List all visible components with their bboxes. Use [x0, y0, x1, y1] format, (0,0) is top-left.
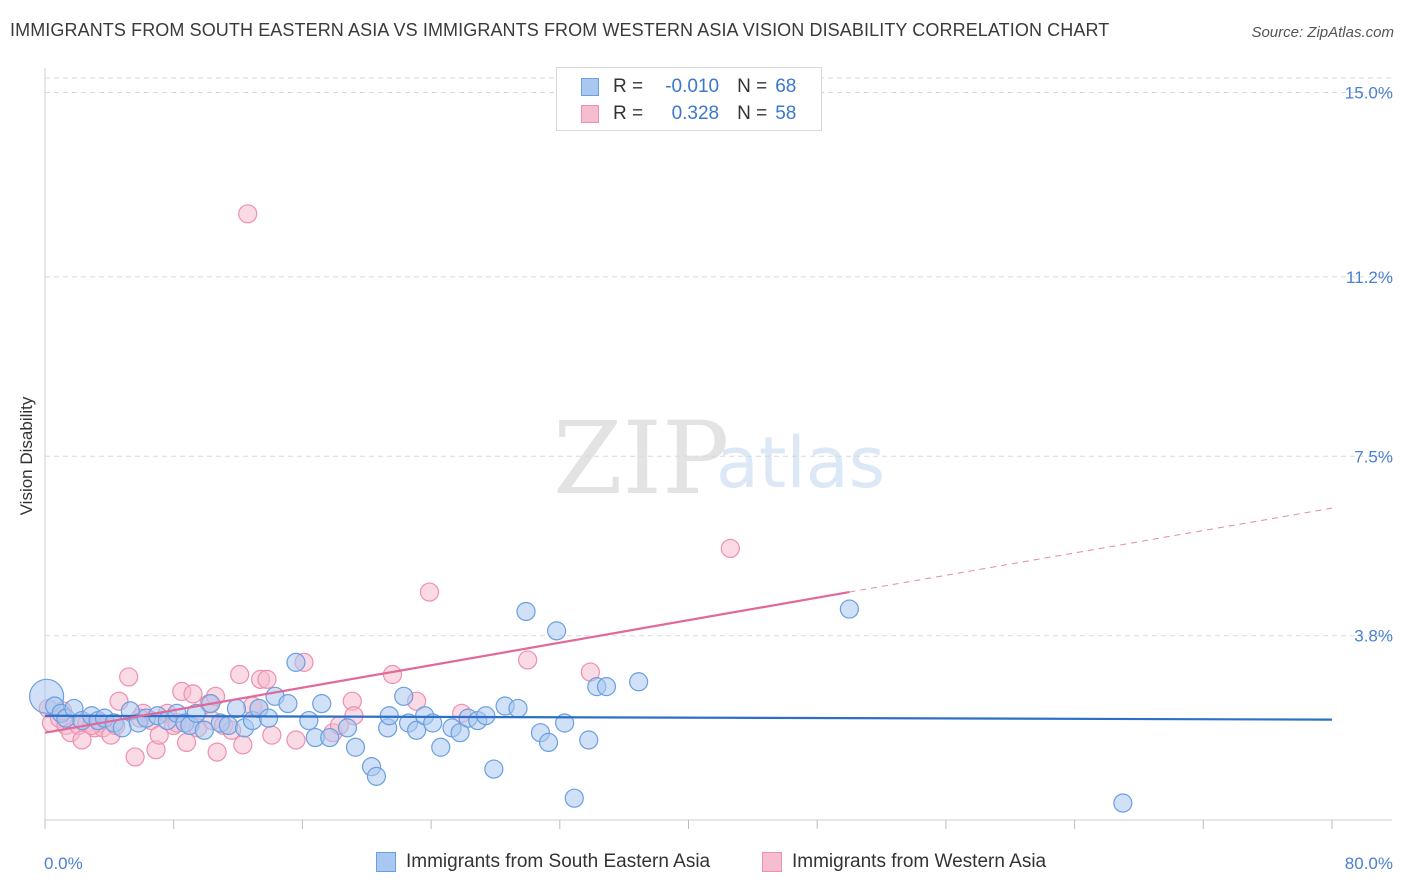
- point-sea: [337, 718, 358, 738]
- trend-line-wa-extension: [849, 507, 1333, 593]
- point-wa: [176, 732, 197, 753]
- point-sea: [629, 672, 649, 692]
- point-sea: [476, 706, 496, 726]
- trend-line-wa: [44, 590, 850, 734]
- chart-title: IMMIGRANTS FROM SOUTH EASTERN ASIA VS IM…: [10, 20, 1110, 40]
- point-sea: [407, 720, 427, 740]
- point-sea: [312, 694, 332, 714]
- point-sea: [423, 713, 443, 733]
- y-tick-label: 15.0%: [1345, 84, 1393, 103]
- point-sea: [450, 723, 470, 743]
- point-sea: [259, 708, 279, 728]
- bottom-legend-label-sea: Immigrants from South Eastern Asia: [406, 851, 711, 872]
- point-sea: [839, 599, 859, 619]
- legend-swatch-wa: [581, 105, 599, 123]
- legend-r-label: R =: [613, 103, 644, 124]
- point-sea: [579, 730, 599, 750]
- point-sea: [538, 732, 559, 753]
- point-sea: [218, 715, 238, 736]
- point-sea: [345, 737, 366, 757]
- trend-line-sea: [44, 714, 1333, 721]
- point-wa: [149, 725, 169, 745]
- legend-row-wa: R = 0.328 N = 58: [581, 102, 796, 126]
- point-wa: [119, 667, 139, 687]
- legend-n-value: 68: [775, 76, 797, 97]
- point-sea: [226, 698, 247, 719]
- bottom-legend-label-wa: Immigrants from Western Asia: [792, 851, 1047, 872]
- point-wa: [257, 669, 277, 689]
- point-wa: [233, 735, 253, 755]
- point-wa: [262, 725, 282, 745]
- point-wa: [286, 730, 306, 750]
- point-sea: [431, 737, 451, 757]
- point-sea: [546, 621, 567, 641]
- source-label: Source: ZipAtlas.com: [1251, 24, 1394, 41]
- y-tick-label: 7.5%: [1354, 447, 1393, 466]
- point-sea: [366, 766, 387, 786]
- legend-n-value: 58: [775, 103, 797, 124]
- y-tick-label: 11.2%: [1346, 268, 1393, 287]
- correlation-legend: R = -0.010 N = 68 R = 0.328 N = 58: [556, 67, 822, 131]
- point-sea: [508, 698, 528, 719]
- y-tick-label: 3.8%: [1354, 627, 1393, 646]
- point-wa: [238, 204, 258, 224]
- point-wa: [230, 664, 250, 685]
- bottom-legend-swatch-wa: [762, 852, 782, 872]
- bottom-legend-wa: Immigrants from Western Asia: [762, 851, 1046, 873]
- legend-r-value: 0.328: [671, 103, 720, 124]
- point-sea: [299, 710, 319, 731]
- point-sea: [320, 727, 340, 748]
- point-sea: [1113, 793, 1133, 813]
- legend-r-label: R =: [613, 76, 644, 97]
- point-sea: [194, 720, 214, 740]
- point-wa: [125, 747, 145, 767]
- point-sea: [555, 713, 575, 733]
- point-wa: [207, 742, 227, 762]
- point-wa: [518, 650, 538, 670]
- point-wa: [419, 582, 440, 602]
- bottom-legend-swatch-sea: [376, 852, 396, 872]
- legend-r-value: -0.010: [665, 76, 720, 97]
- point-sea: [564, 788, 584, 808]
- point-sea: [112, 718, 132, 738]
- bottom-legend-sea: Immigrants from South Eastern Asia: [376, 851, 710, 873]
- watermark-zip: ZIP: [553, 400, 730, 517]
- point-wa: [382, 664, 403, 685]
- x-tick-label: 80.0%: [1345, 854, 1393, 873]
- legend-row-sea: R = -0.010 N = 68: [581, 75, 796, 99]
- point-sea: [394, 686, 414, 706]
- legend-n-label: N =: [737, 103, 768, 124]
- point-sea: [516, 601, 536, 622]
- point-sea: [278, 694, 298, 714]
- point-wa: [183, 684, 203, 704]
- point-sea: [596, 677, 617, 697]
- x-tick-label: 0.0%: [44, 854, 83, 873]
- point-sea: [186, 703, 206, 723]
- legend-n-label: N =: [737, 76, 768, 97]
- legend-swatch-sea: [581, 78, 599, 96]
- point-wa: [720, 538, 740, 559]
- point-sea: [484, 759, 504, 779]
- point-sea: [286, 652, 306, 672]
- watermark-atlas: atlas: [716, 422, 886, 504]
